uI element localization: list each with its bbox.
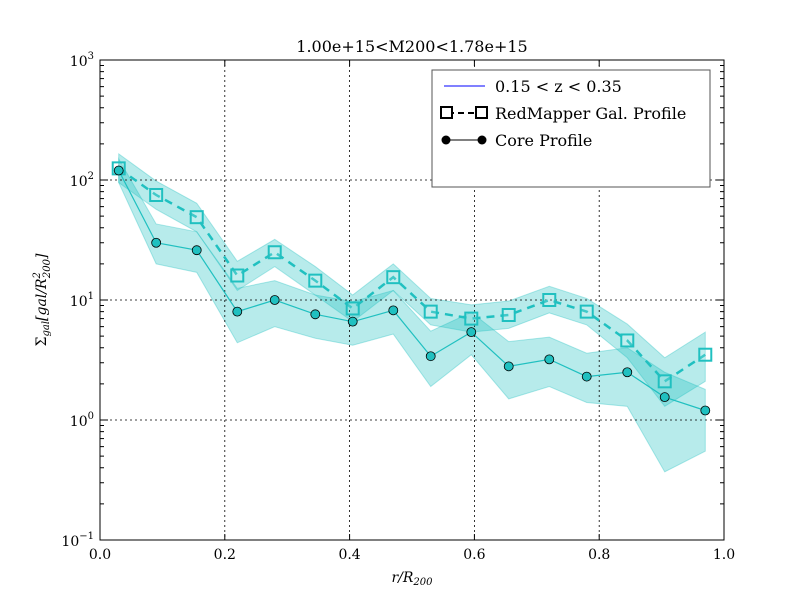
marker-redmapper	[542, 293, 557, 307]
marker-redmapper	[308, 273, 323, 288]
marker-core	[425, 351, 436, 362]
marker-core	[113, 165, 124, 176]
legend-marker-redmapper-2	[475, 106, 488, 119]
y-tick-label: 103	[70, 51, 94, 70]
marker-core	[581, 371, 592, 382]
legend-marker-core-2	[477, 135, 487, 145]
marker-redmapper	[149, 187, 164, 202]
y-tick-label: 101	[70, 291, 94, 310]
marker-redmapper	[698, 347, 713, 362]
marker-core	[544, 354, 555, 365]
marker-redmapper	[423, 304, 438, 319]
marker-redmapper	[579, 304, 594, 319]
y-tick-label: 100	[70, 411, 94, 430]
x-tick-label: 1.0	[713, 547, 735, 563]
y-axis-label-sub2: 200	[42, 258, 53, 279]
marker-core	[269, 295, 280, 305]
grid-lines	[100, 60, 724, 540]
y-axis-label-bracket-open: [gal/R	[34, 278, 50, 321]
y-tick-label: 10−1	[61, 531, 94, 550]
marker-core	[700, 405, 711, 416]
x-axis-label: r/R200	[391, 570, 433, 588]
legend-label-z-range: 0.15 < z < 0.35	[495, 77, 622, 96]
y-axis-label: Σgal[gal/R2200]	[32, 253, 53, 346]
y-axis-label-bracket-close: ]	[34, 253, 50, 260]
y-axis-label-main: Σ	[34, 337, 50, 347]
series-line-redmapper	[117, 167, 706, 383]
x-tick-label: 0.6	[463, 547, 485, 563]
marker-redmapper	[501, 307, 516, 322]
marker-core	[622, 367, 633, 378]
x-tick-label: 0.0	[89, 547, 111, 563]
marker-redmapper	[230, 268, 245, 283]
marker-redmapper	[464, 311, 479, 326]
series-markers	[111, 161, 713, 416]
legend-marker-core-1	[441, 135, 451, 145]
x-tick-label: 0.2	[214, 547, 236, 563]
error-band-redmapper	[118, 152, 706, 407]
series-line-core	[118, 170, 706, 412]
legend-label-redmapper: RedMapper Gal. Profile	[495, 104, 686, 123]
marker-redmapper	[657, 374, 672, 389]
marker-core	[347, 316, 358, 327]
series-lines	[117, 167, 706, 412]
error-bands	[118, 152, 706, 473]
x-axis-label-main: r/R	[391, 570, 413, 586]
legend-marker-redmapper-1	[440, 106, 453, 119]
marker-core	[310, 309, 321, 320]
marker-core	[151, 237, 162, 248]
marker-core	[232, 306, 243, 317]
marker-redmapper	[620, 333, 635, 348]
marker-redmapper	[267, 245, 282, 260]
legend-label-core: Core Profile	[495, 131, 592, 150]
marker-redmapper	[345, 301, 360, 316]
marker-core	[191, 245, 202, 256]
marker-core	[388, 305, 399, 316]
y-axis-label-sub: gal	[41, 321, 52, 337]
x-tick-label: 0.8	[588, 547, 610, 563]
marker-core	[503, 361, 514, 372]
axis-ticks: 0.0 0.2 0.4 0.6 0.8 1.0 10−1 100 101 102 103	[61, 51, 735, 563]
legend: 0.15 < z < 0.35 RedMapper Gal. Profile C…	[431, 69, 711, 188]
marker-core	[659, 392, 670, 403]
marker-redmapper	[189, 210, 204, 225]
legend-box	[431, 69, 711, 188]
chart-title: 1.00e+15<M200<1.78e+15	[296, 37, 527, 56]
error-band-core	[118, 156, 706, 473]
x-tick-label: 0.4	[338, 547, 360, 563]
x-axis-label-sub: 200	[412, 577, 433, 588]
marker-redmapper	[386, 270, 401, 285]
y-tick-label: 102	[70, 171, 94, 190]
marker-core	[466, 327, 477, 338]
y-axis-label-sup: 2	[32, 272, 43, 279]
